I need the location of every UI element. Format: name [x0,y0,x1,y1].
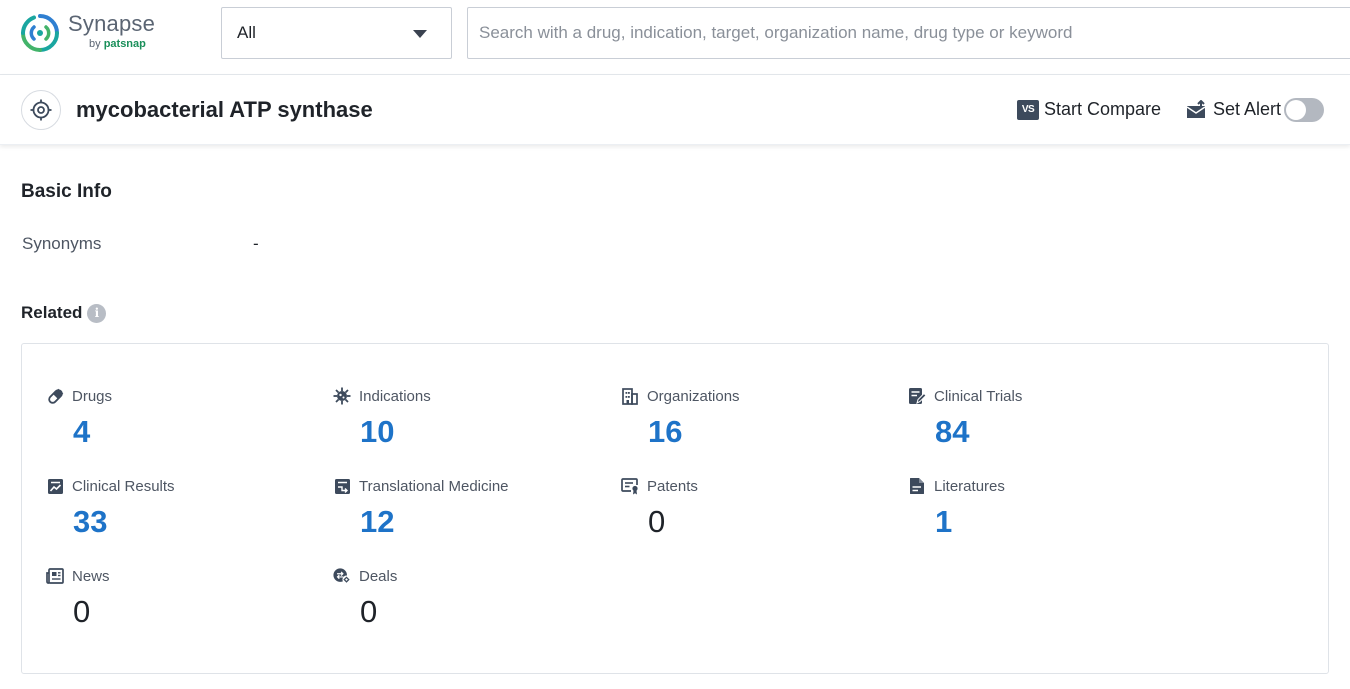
related-item-label: Organizations [647,388,740,405]
related-item-count[interactable]: 10 [360,415,593,449]
document-icon [908,477,926,495]
related-item-patents[interactable]: Patents 0 [621,476,881,546]
related-item-count[interactable]: 84 [935,415,1168,449]
brand-by: by [89,38,101,50]
related-item-literatures[interactable]: Literatures 1 [908,476,1168,546]
related-item-count[interactable]: 33 [73,505,306,539]
related-item-label: Clinical Results [72,478,175,495]
related-item-label: Patents [647,478,698,495]
related-item-count[interactable]: 12 [360,505,593,539]
target-icon [30,99,52,121]
related-item-deals[interactable]: Deals 0 [333,566,593,636]
brand-name: Synapse [68,13,155,35]
related-item-count[interactable]: 16 [648,415,881,449]
related-item-indications[interactable]: Indications 10 [333,386,593,456]
alert-mail-icon [1186,100,1208,120]
set-alert-label: Set Alert [1213,99,1281,120]
related-item-label: Indications [359,388,431,405]
search-input[interactable] [467,7,1350,59]
related-item-drugs[interactable]: Drugs 4 [46,386,306,456]
start-compare-label: Start Compare [1044,99,1161,120]
related-item-count[interactable]: 1 [935,505,1168,539]
caret-down-icon [413,30,427,38]
synonyms-value: - [253,234,259,254]
related-stats-card: Drugs 4 Indications 10 Organizations 16 … [21,343,1329,674]
synonyms-label: Synonyms [22,234,101,254]
related-item-label: Translational Medicine [359,478,509,495]
start-compare-button[interactable]: VS Start Compare [1017,99,1161,120]
alert-toggle-knob [1286,100,1306,120]
top-navigation: Synapse by patsnap All [0,0,1350,75]
related-item-organizations[interactable]: Organizations 16 [621,386,881,456]
set-alert-button[interactable]: Set Alert [1186,99,1281,120]
brand-sub: patsnap [104,38,146,50]
related-heading-label: Related [21,303,82,323]
basic-info-heading: Basic Info [21,181,112,203]
target-icon-badge [21,90,61,130]
related-item-count: 0 [360,595,593,629]
deal-icon [333,567,351,585]
clipboard-edit-icon [908,387,926,405]
flow-report-icon [333,477,351,495]
related-item-label: Literatures [934,478,1005,495]
related-item-news[interactable]: News 0 [46,566,306,636]
info-icon[interactable]: i [87,304,106,323]
alert-toggle[interactable] [1284,98,1324,122]
logo-wordmark: Synapse by patsnap [68,13,155,50]
related-item-translational-medicine[interactable]: Translational Medicine 12 [333,476,593,546]
related-item-label: News [72,568,110,585]
related-heading: Related i [21,303,106,323]
brand-subtitle: by patsnap [89,39,155,50]
related-item-clinical-results[interactable]: Clinical Results 33 [46,476,306,546]
related-item-count: 0 [648,505,881,539]
synapse-logo-icon [20,13,60,53]
virus-icon [333,387,351,405]
newspaper-icon [46,567,64,585]
related-item-count: 0 [73,595,306,629]
synapse-logo[interactable]: Synapse by patsnap [20,13,155,53]
related-item-label: Deals [359,568,397,585]
related-item-count[interactable]: 4 [73,415,306,449]
related-item-clinical-trials[interactable]: Clinical Trials 84 [908,386,1168,456]
compare-icon: VS [1017,100,1039,120]
building-icon [621,387,639,405]
search-scope-value: All [237,23,256,43]
pill-icon [46,387,64,405]
related-item-label: Drugs [72,388,112,405]
chart-report-icon [46,477,64,495]
entity-header: mycobacterial ATP synthase VS Start Comp… [0,75,1350,145]
page-title: mycobacterial ATP synthase [76,97,373,123]
search-scope-select[interactable]: All [221,7,452,59]
related-item-label: Clinical Trials [934,388,1022,405]
certificate-icon [621,477,639,495]
